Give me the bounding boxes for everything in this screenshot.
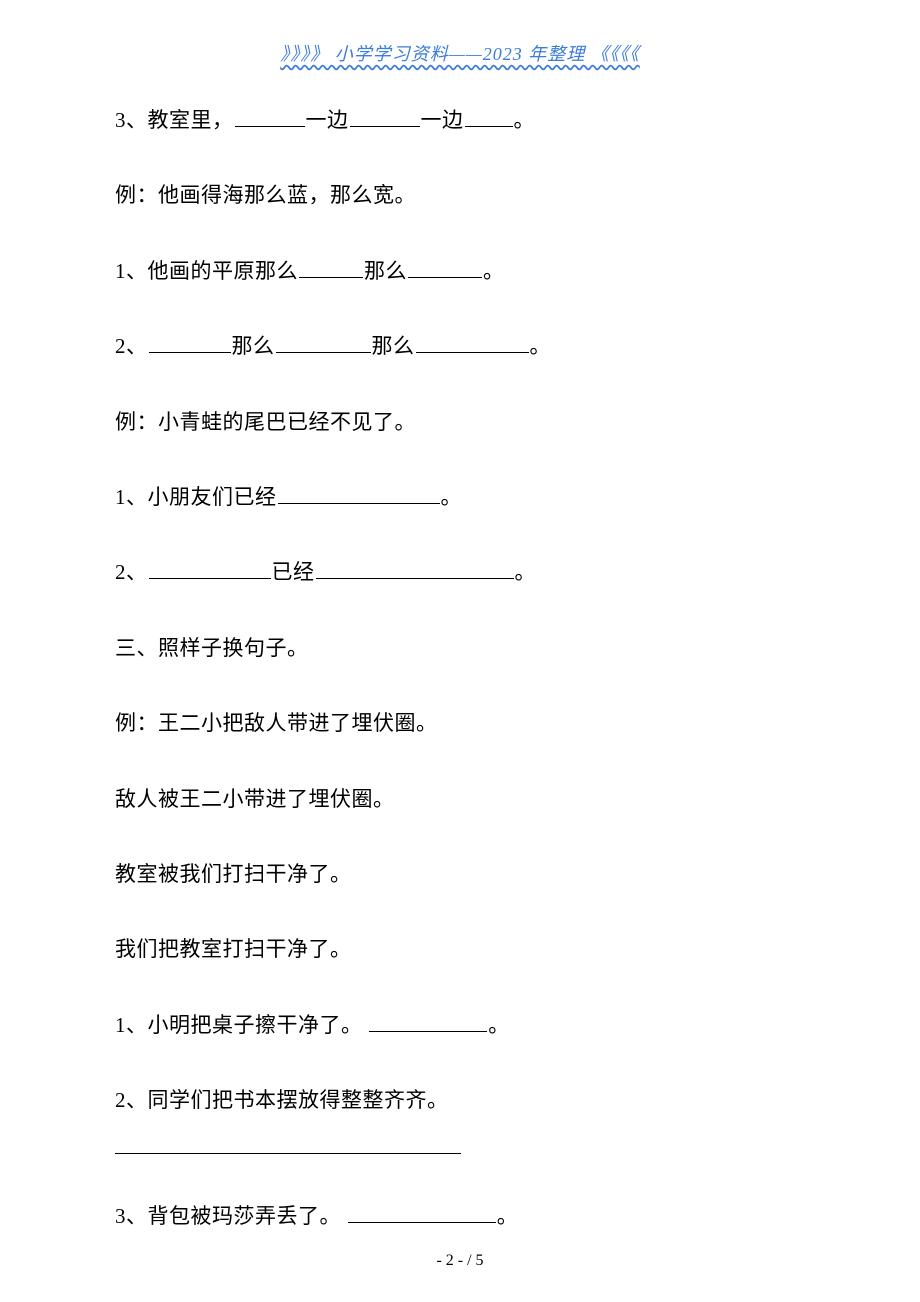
exercise-line-1: 1、小朋友们已经 。 bbox=[115, 483, 805, 512]
example-line: 例：他画得海那么蓝，那么宽。 bbox=[115, 181, 805, 210]
blank-field[interactable] bbox=[316, 558, 514, 579]
exercise-line-2: 2、 那么 那么 。 bbox=[115, 332, 805, 361]
text-fragment: 1、小明把桌子擦干净了。 bbox=[115, 1013, 368, 1037]
blank-field[interactable] bbox=[299, 257, 363, 278]
blank-field[interactable] bbox=[348, 1202, 496, 1223]
exercise-line-3: 3、教室里， 一边 一边 。 bbox=[115, 106, 805, 135]
blank-field[interactable] bbox=[369, 1011, 487, 1032]
text-fragment: 2、 bbox=[115, 334, 148, 358]
section-heading: 三、照样子换句子。 bbox=[115, 634, 805, 663]
text-fragment: 。 bbox=[530, 334, 552, 358]
blank-line[interactable] bbox=[115, 1153, 461, 1154]
text-fragment: 1、他画的平原那么 bbox=[115, 259, 298, 283]
blank-field[interactable] bbox=[278, 483, 440, 504]
blank-field[interactable] bbox=[465, 106, 513, 127]
text-fragment: 那么 bbox=[372, 334, 415, 358]
blank-field[interactable] bbox=[350, 106, 420, 127]
text-fragment: 。 bbox=[488, 1013, 510, 1037]
exercise-line-2: 2、同学们把书本摆放得整整齐齐。 bbox=[115, 1086, 805, 1115]
text-fragment: 一边 bbox=[421, 108, 464, 132]
exercise-line-1: 1、小明把桌子擦干净了。 。 bbox=[115, 1011, 805, 1040]
blank-field[interactable] bbox=[416, 332, 529, 353]
blank-field[interactable] bbox=[149, 558, 271, 579]
text-fragment: 3、教室里， bbox=[115, 108, 234, 132]
text-line: 敌人被王二小带进了埋伏圈。 bbox=[115, 785, 805, 814]
text-fragment: 。 bbox=[441, 485, 463, 509]
text-line: 我们把教室打扫干净了。 bbox=[115, 935, 805, 964]
text-fragment: 3、背包被玛莎弄丢了。 bbox=[115, 1204, 347, 1228]
blank-field[interactable] bbox=[276, 332, 371, 353]
text-fragment: 那么 bbox=[364, 259, 407, 283]
text-fragment: 。 bbox=[497, 1204, 519, 1228]
blank-field[interactable] bbox=[235, 106, 305, 127]
text-fragment: 那么 bbox=[232, 334, 275, 358]
page-footer: - 2 - / 5 bbox=[0, 1252, 920, 1270]
example-line: 例：王二小把敌人带进了埋伏圈。 bbox=[115, 709, 805, 738]
blank-field[interactable] bbox=[408, 257, 482, 278]
text-fragment: 已经 bbox=[272, 560, 315, 584]
blank-field[interactable] bbox=[149, 332, 231, 353]
text-fragment: 一边 bbox=[306, 108, 349, 132]
text-fragment: 。 bbox=[483, 259, 505, 283]
text-fragment: 2、 bbox=[115, 560, 148, 584]
exercise-line-2: 2、 已经 。 bbox=[115, 558, 805, 587]
example-line: 例：小青蛙的尾巴已经不见了。 bbox=[115, 408, 805, 437]
exercise-line-3: 3、背包被玛莎弄丢了。 。 bbox=[115, 1202, 805, 1231]
text-fragment: 。 bbox=[514, 108, 536, 132]
text-line: 教室被我们打扫干净了。 bbox=[115, 860, 805, 889]
document-page: 》》》》 小学学习资料——2023 年整理 《《《《 3、教室里，一边一边。 例… bbox=[0, 0, 920, 1232]
exercise-line-1: 1、他画的平原那么 那么 。 bbox=[115, 257, 805, 286]
text-fragment: 1、小朋友们已经 bbox=[115, 485, 277, 509]
page-header: 》》》》 小学学习资料——2023 年整理 《《《《 bbox=[115, 40, 805, 66]
text-fragment: 。 bbox=[515, 560, 537, 584]
